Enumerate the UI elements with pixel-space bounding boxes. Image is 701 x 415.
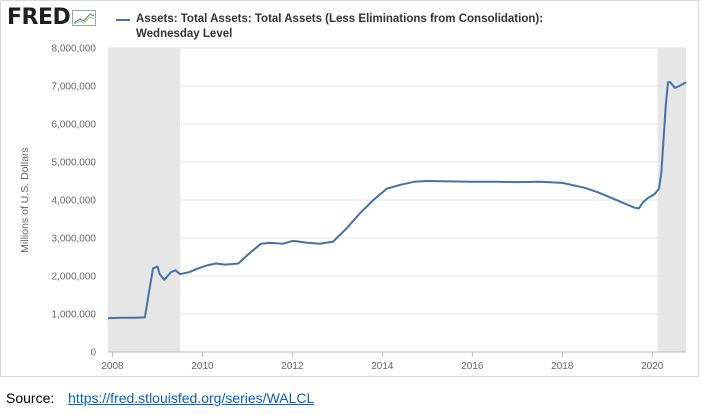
y-tick-label: 3,000,000 [52, 234, 97, 245]
fred-logo-text: FRED [7, 5, 71, 30]
y-tick-label: 1,000,000 [52, 310, 97, 321]
y-tick-label: 6,000,000 [52, 120, 97, 131]
source-label: Source: [6, 390, 55, 406]
fred-logo-chart-icon [72, 9, 97, 26]
chart-frame: 0 1,000,000 2,000,000 3,000,000 4,000,000 5,0… [0, 0, 699, 377]
x-tick-label: 2010 [191, 361, 214, 372]
y-tick-label: 5,000,000 [52, 158, 97, 169]
x-tick-label: 2020 [641, 361, 664, 372]
source-line: Source: https://fred.stlouisfed.org/seri… [6, 390, 314, 406]
y-tick-label: 2,000,000 [52, 272, 97, 283]
y-tick-label: 8,000,000 [52, 44, 97, 55]
y-axis-title: Millions of U.S. Dollars [19, 147, 31, 253]
legend-swatch [116, 19, 130, 21]
x-tick-label: 2018 [551, 361, 574, 372]
x-tick-label: 2016 [461, 361, 484, 372]
x-tick-label: 2014 [371, 361, 394, 372]
source-link[interactable]: https://fred.stlouisfed.org/series/WALCL [68, 390, 315, 406]
chart-svg: 0 1,000,000 2,000,000 3,000,000 4,000,000 5,0… [19, 44, 687, 372]
y-tick-label: 0 [90, 348, 96, 359]
series-line-0 [107, 81, 687, 320]
legend-label-line-2: Wednesday Level [136, 28, 233, 40]
x-tick-label: 2008 [101, 361, 124, 372]
y-tick-label: 4,000,000 [52, 196, 97, 207]
x-tick-label: 2012 [281, 361, 304, 372]
y-tick-label: 7,000,000 [52, 82, 97, 93]
legend-label: Assets: Total Assets: Total Assets (Less… [136, 12, 543, 42]
chart-legend: Assets: Total Assets: Total Assets (Less… [116, 12, 543, 42]
legend-label-line-1: Assets: Total Assets: Total Assets (Less… [136, 13, 544, 25]
fred-logo: FRED [7, 5, 97, 30]
